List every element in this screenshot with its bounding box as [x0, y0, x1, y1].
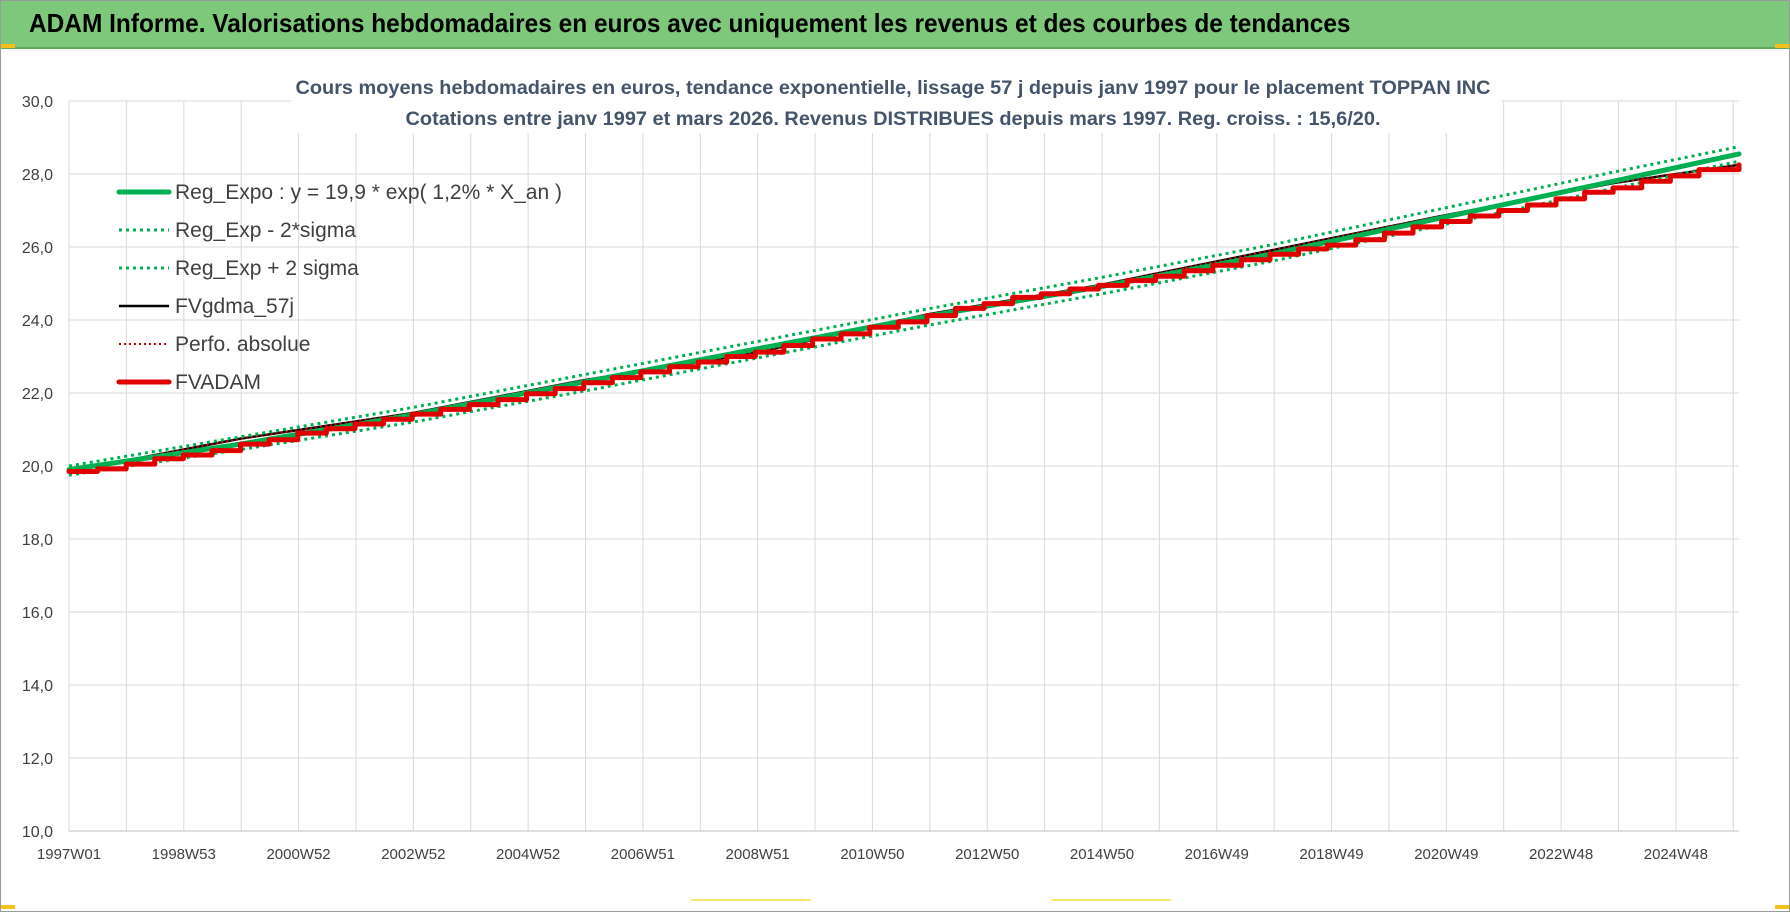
- chart-title: Cours moyens hebdomadaires en euros, ten…: [296, 78, 1491, 99]
- series-line-3: [68, 163, 1740, 473]
- x-tick-label: 2018W49: [1299, 846, 1363, 863]
- y-tick-label: 14,0: [22, 678, 53, 695]
- legend: Reg_Expo : y = 19,9 * exp( 1,2% * X_an )…: [116, 181, 562, 394]
- corner-mark-bottom-left: [1, 905, 15, 909]
- series-line-4: [68, 163, 1740, 473]
- legend-label: FVADAM: [175, 371, 261, 394]
- x-tick-label: 2024W48: [1644, 846, 1708, 863]
- y-tick-label: 24,0: [22, 313, 53, 330]
- legend-label: FVgdma_57j: [175, 295, 294, 318]
- y-tick-label: 12,0: [22, 751, 53, 768]
- chart-title-background: [291, 71, 1501, 133]
- x-tick-label: 2010W50: [840, 846, 904, 863]
- legend-label: Reg_Expo : y = 19,9 * exp( 1,2% * X_an ): [175, 181, 562, 204]
- y-tick-label: 26,0: [22, 240, 53, 257]
- x-tick-label: 2008W51: [726, 846, 790, 863]
- report-banner: ADAM Informe. Valorisations hebdomadaire…: [1, 1, 1789, 49]
- x-tick-label: 2004W52: [496, 846, 560, 863]
- y-tick-label: 10,0: [22, 824, 53, 841]
- yellow-mark-bottom-2: [1051, 899, 1171, 901]
- series-line-5: [66, 162, 1742, 474]
- x-tick-label: 2016W49: [1185, 846, 1249, 863]
- x-tick-label: 2012W50: [955, 846, 1019, 863]
- x-tick-label: 1998W53: [152, 846, 216, 863]
- x-tick-label: 2006W51: [611, 846, 675, 863]
- series-line-1: [68, 159, 1740, 477]
- x-tick-label: 2002W52: [381, 846, 445, 863]
- x-tick-label: 2000W52: [266, 846, 330, 863]
- x-tick-label: 2022W48: [1529, 846, 1593, 863]
- legend-label: Perfo. absolue: [175, 333, 310, 356]
- yellow-mark-bottom-1: [691, 899, 811, 901]
- corner-mark-top-right: [1775, 44, 1789, 48]
- y-tick-label: 30,0: [22, 94, 53, 111]
- y-tick-label: 18,0: [22, 532, 53, 549]
- chart-subtitle: Cotations entre janv 1997 et mars 2026. …: [406, 109, 1381, 130]
- y-tick-label: 28,0: [22, 167, 53, 184]
- y-tick-label: 22,0: [22, 386, 53, 403]
- corner-mark-top-left: [1, 44, 15, 48]
- report-title: ADAM Informe. Valorisations hebdomadaire…: [29, 8, 1351, 38]
- x-tick-label: 1997W01: [37, 846, 101, 863]
- corner-mark-bottom-right: [1775, 905, 1789, 909]
- legend-label: Reg_Exp + 2 sigma: [175, 257, 359, 280]
- legend-label: Reg_Exp - 2*sigma: [175, 219, 356, 242]
- y-tick-label: 20,0: [22, 459, 53, 476]
- x-tick-label: 2014W50: [1070, 846, 1134, 863]
- x-tick-label: 2020W49: [1414, 846, 1478, 863]
- y-tick-label: 16,0: [22, 605, 53, 622]
